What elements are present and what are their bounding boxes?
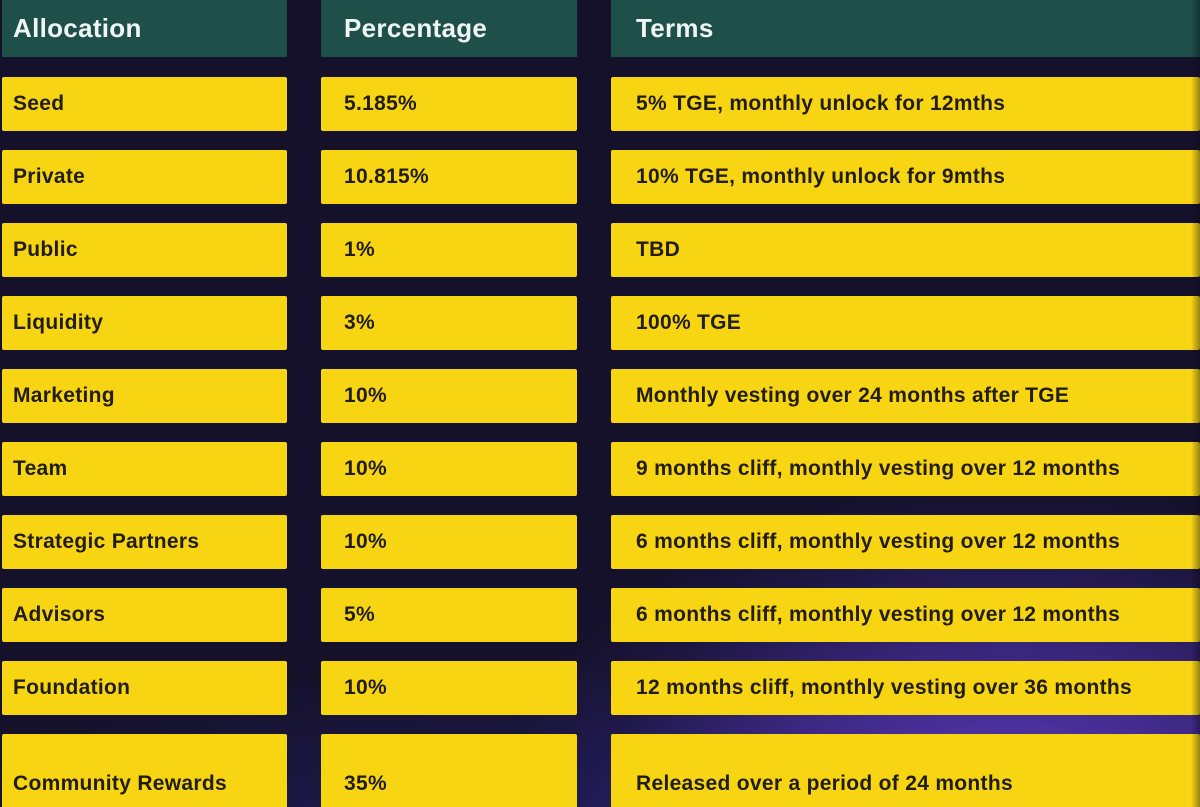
cell-allocation: Advisors <box>2 588 287 642</box>
cell-percentage: 1% <box>321 223 577 277</box>
table-row-marketing: Marketing 10% Monthly vesting over 24 mo… <box>0 369 1200 423</box>
cell-allocation: Public <box>2 223 287 277</box>
table-header-row: Allocation Percentage Terms <box>0 0 1200 57</box>
cell-terms: 6 months cliff, monthly vesting over 12 … <box>611 588 1200 642</box>
table-row-seed: Seed 5.185% 5% TGE, monthly unlock for 1… <box>0 77 1200 131</box>
cell-percentage: 5% <box>321 588 577 642</box>
cell-terms: 6 months cliff, monthly vesting over 12 … <box>611 515 1200 569</box>
cell-percentage: 3% <box>321 296 577 350</box>
header-allocation: Allocation <box>2 0 287 57</box>
table-row-public: Public 1% TBD <box>0 223 1200 277</box>
cell-terms: Monthly vesting over 24 months after TGE <box>611 369 1200 423</box>
cell-allocation: Seed <box>2 77 287 131</box>
cell-terms: 10% TGE, monthly unlock for 9mths <box>611 150 1200 204</box>
cell-terms: 12 months cliff, monthly vesting over 36… <box>611 661 1200 715</box>
table-row-liquidity: Liquidity 3% 100% TGE <box>0 296 1200 350</box>
cell-terms: Released over a period of 24 months <box>611 734 1200 807</box>
cell-percentage: 10% <box>321 661 577 715</box>
cell-percentage: 10% <box>321 369 577 423</box>
header-terms: Terms <box>611 0 1200 57</box>
table-row-strategic-partners: Strategic Partners 10% 6 months cliff, m… <box>0 515 1200 569</box>
header-percentage: Percentage <box>321 0 577 57</box>
cell-terms: 5% TGE, monthly unlock for 12mths <box>611 77 1200 131</box>
cell-percentage: 10% <box>321 515 577 569</box>
cell-allocation: Marketing <box>2 369 287 423</box>
cell-allocation: Foundation <box>2 661 287 715</box>
table-row-community-rewards: Community Rewards 35% Released over a pe… <box>0 734 1200 807</box>
table-row-advisors: Advisors 5% 6 months cliff, monthly vest… <box>0 588 1200 642</box>
cell-allocation: Liquidity <box>2 296 287 350</box>
cell-terms: 9 months cliff, monthly vesting over 12 … <box>611 442 1200 496</box>
table-row-team: Team 10% 9 months cliff, monthly vesting… <box>0 442 1200 496</box>
cell-allocation: Private <box>2 150 287 204</box>
cell-allocation: Strategic Partners <box>2 515 287 569</box>
cell-percentage: 10% <box>321 442 577 496</box>
cell-terms: TBD <box>611 223 1200 277</box>
cell-percentage: 5.185% <box>321 77 577 131</box>
cell-allocation: Community Rewards <box>2 734 287 807</box>
table-row-private: Private 10.815% 10% TGE, monthly unlock … <box>0 150 1200 204</box>
cell-percentage: 10.815% <box>321 150 577 204</box>
cell-allocation: Team <box>2 442 287 496</box>
cell-terms: 100% TGE <box>611 296 1200 350</box>
cell-percentage: 35% <box>321 734 577 807</box>
table-row-foundation: Foundation 10% 12 months cliff, monthly … <box>0 661 1200 715</box>
